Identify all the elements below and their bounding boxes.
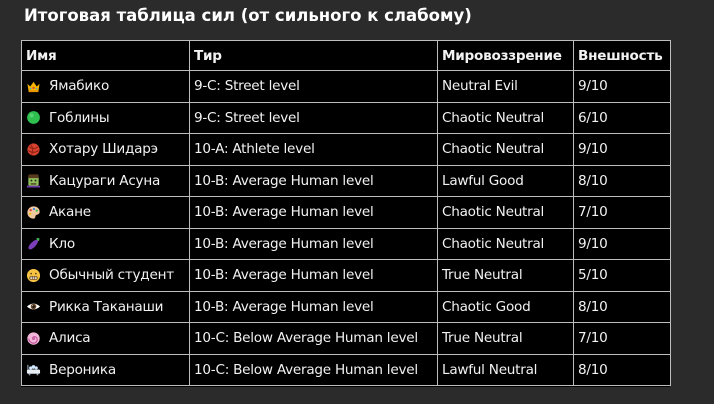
column-header-alignment: Мировоззрение [437, 40, 574, 71]
cell-tier: 10-C: Below Average Human level [189, 322, 438, 355]
character-name: Ямабико [49, 78, 110, 95]
name-cell-content: Алиса [26, 330, 189, 346]
table-row: Кло 10-B: Average Human level Chaotic Neut… [21, 227, 671, 260]
page-title: Итоговая таблица сил (от сильного к слаб… [24, 6, 472, 25]
cell-looks: 9/10 [573, 70, 671, 103]
cell-looks: 6/10 [573, 101, 671, 134]
character-name: Акане [49, 204, 91, 221]
cell-alignment: Chaotic Neutral [437, 227, 574, 260]
cell-looks: 7/10 [573, 196, 671, 229]
cell-name: Гоблины [21, 101, 190, 134]
cell-name: Обычный студент [21, 259, 190, 292]
cell-looks: 9/10 [573, 133, 671, 166]
cell-name: Рикка Таканаши [21, 290, 190, 323]
cell-name: Акане [21, 196, 190, 229]
character-name: Рикка Таканаши [49, 298, 164, 315]
cell-alignment: Chaotic Neutral [437, 101, 574, 134]
cell-tier: 10-B: Average Human level [189, 227, 438, 260]
cell-alignment: Lawful Neutral [437, 353, 574, 386]
artist-palette-icon [26, 205, 41, 220]
name-cell-content: Рикка Таканаши [26, 299, 189, 315]
table-row: Гоблины 9-C: Street level Chaotic Neutral 6… [21, 101, 671, 134]
cell-looks: 5/10 [573, 259, 671, 292]
table-row: Кацураги Асуна 10-B: Average Human level L… [21, 164, 671, 197]
swirl-lollipop-icon [26, 331, 41, 346]
power-table-container: Имя Тир Мировоззрение Внешность Ямабико 9… [21, 40, 671, 387]
cell-looks: 8/10 [573, 290, 671, 323]
grimacing-face-icon [26, 268, 41, 283]
cell-name: Ямабико [21, 70, 190, 103]
cell-tier: 10-B: Average Human level [189, 290, 438, 323]
table-row: Хотару Шидарэ 10-A: Athlete level Chaotic … [21, 133, 671, 166]
cell-alignment: Neutral Evil [437, 70, 574, 103]
yarn-ball-icon [26, 142, 41, 157]
character-name: Хотару Шидарэ [49, 141, 158, 158]
table-row: Вероника 10-C: Below Average Human level L… [21, 353, 671, 386]
cell-looks: 7/10 [573, 322, 671, 355]
cell-alignment: True Neutral [437, 259, 574, 292]
cell-alignment: True Neutral [437, 322, 574, 355]
table-row: Алиса 10-C: Below Average Human level True… [21, 322, 671, 355]
cell-tier: 10-C: Below Average Human level [189, 353, 438, 386]
name-cell-content: Акане [26, 204, 189, 220]
table-header-row: Имя Тир Мировоззрение Внешность [21, 40, 671, 71]
power-table: Имя Тир Мировоззрение Внешность Ямабико 9… [21, 40, 671, 386]
cell-name: Хотару Шидарэ [21, 133, 190, 166]
cell-looks: 9/10 [573, 227, 671, 260]
name-cell-content: Вероника [26, 362, 189, 378]
character-name: Обычный студент [49, 267, 174, 284]
character-name: Вероника [49, 361, 116, 378]
table-row: Акане 10-B: Average Human level Chaotic Ne… [21, 196, 671, 229]
table-row: Ямабико 9-C: Street level Neutral Evil 9/10 [21, 70, 671, 103]
cell-tier: 10-B: Average Human level [189, 259, 438, 292]
table-body: Ямабико 9-C: Street level Neutral Evil 9/10… [21, 70, 671, 386]
character-name: Алиса [49, 330, 91, 347]
cell-name: Кло [21, 227, 190, 260]
character-name: Гоблины [49, 109, 110, 126]
cell-tier: 9-C: Street level [189, 70, 438, 103]
column-header-tier: Тир [189, 40, 438, 71]
cell-alignment: Chaotic Neutral [437, 133, 574, 166]
character-name: Кацураги Асуна [49, 172, 161, 189]
cell-name: Вероника [21, 353, 190, 386]
name-cell-content: Хотару Шидарэ [26, 141, 189, 157]
name-cell-content: Кло [26, 236, 189, 252]
eye-icon [26, 299, 41, 314]
character-name: Кло [49, 235, 75, 252]
crown-icon [26, 79, 41, 94]
cell-alignment: Lawful Good [437, 164, 574, 197]
table-row: Обычный студент 10-B: Average Human level… [21, 259, 671, 292]
green-circle-icon [26, 110, 41, 125]
cell-name: Алиса [21, 322, 190, 355]
name-cell-content: Обычный студент [26, 267, 189, 283]
bathtub-icon [26, 362, 41, 377]
eggplant-icon [26, 236, 41, 251]
cell-looks: 8/10 [573, 164, 671, 197]
name-cell-content: Кацураги Асуна [26, 173, 189, 189]
column-header-name: Имя [21, 40, 190, 71]
name-cell-content: Ямабико [26, 78, 189, 94]
cell-name: Кацураги Асуна [21, 164, 190, 197]
zombie-icon [26, 173, 41, 188]
cell-tier: 10-B: Average Human level [189, 196, 438, 229]
name-cell-content: Гоблины [26, 110, 189, 126]
table-row: Рикка Таканаши 10-B: Average Human level C… [21, 290, 671, 323]
column-header-looks: Внешность [573, 40, 671, 71]
cell-tier: 10-A: Athlete level [189, 133, 438, 166]
cell-tier: 9-C: Street level [189, 101, 438, 134]
cell-looks: 8/10 [573, 353, 671, 386]
cell-tier: 10-B: Average Human level [189, 164, 438, 197]
cell-alignment: Chaotic Good [437, 290, 574, 323]
cell-alignment: Chaotic Neutral [437, 196, 574, 229]
